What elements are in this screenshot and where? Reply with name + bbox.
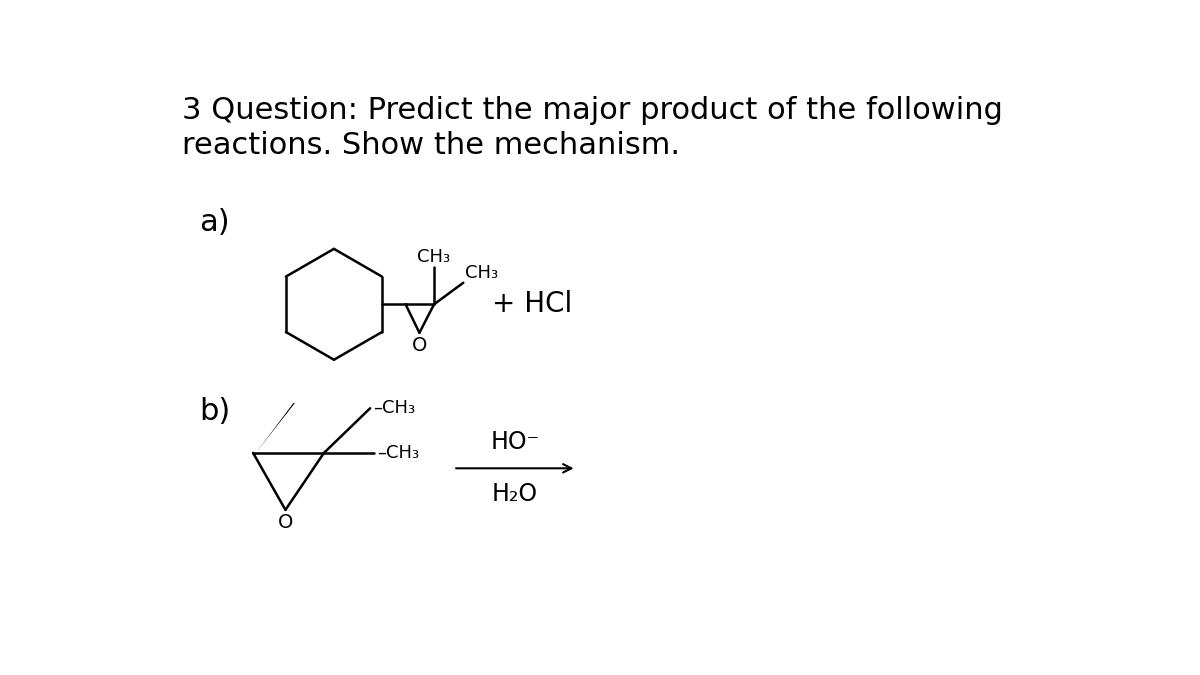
Text: CH₃: CH₃	[464, 264, 498, 282]
Text: b): b)	[199, 397, 230, 426]
Text: HO⁻: HO⁻	[491, 431, 540, 454]
Text: CH₃: CH₃	[418, 248, 451, 266]
Text: + HCl: + HCl	[492, 290, 572, 319]
Text: O: O	[412, 336, 427, 355]
Polygon shape	[256, 400, 336, 454]
Text: a): a)	[199, 208, 230, 237]
Text: H₂O: H₂O	[492, 482, 538, 506]
Text: 3 Question: Predict the major product of the following: 3 Question: Predict the major product of…	[182, 97, 1003, 126]
Text: –CH₃: –CH₃	[377, 444, 419, 462]
Text: –CH₃: –CH₃	[373, 399, 415, 417]
Text: reactions. Show the mechanism.: reactions. Show the mechanism.	[182, 131, 680, 160]
Text: O: O	[277, 513, 293, 532]
